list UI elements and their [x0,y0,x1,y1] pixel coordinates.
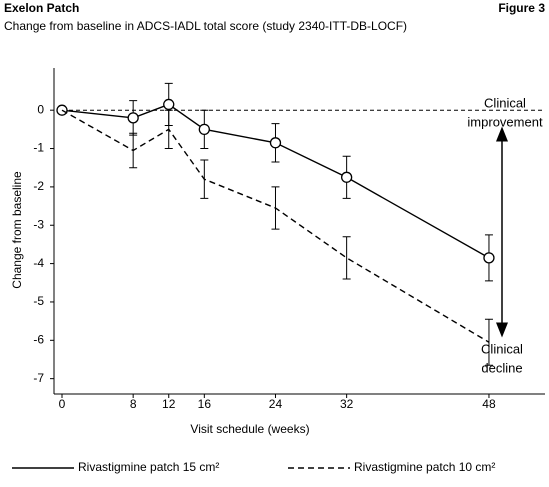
error-bar [271,186,280,230]
data-point [340,171,353,183]
legend-label: Rivastigmine patch 15 cm² [78,460,219,474]
data-point [198,123,210,136]
x-tick-label: 12 [162,397,176,411]
x-tick-label: 8 [130,397,137,411]
x-tick-label: 32 [340,397,354,411]
annotation: decline [481,360,522,375]
legend-label: Rivastigmine patch 10 cm² [354,460,495,474]
x-axis-label: Visit schedule (weeks) [190,422,309,436]
y-tick-label: -5 [33,294,44,308]
x-tick-label: 24 [269,397,283,411]
y-tick-label: -2 [33,179,44,193]
data-point [269,137,282,149]
error-bar [164,109,173,150]
error-bar [129,132,138,169]
error-bar [484,318,493,366]
error-bar [342,236,351,280]
x-tick-label: 0 [59,397,66,411]
y-tick-label: 0 [37,102,44,116]
data-point [127,112,139,124]
chart-subtitle: Change from baseline in ADCS-IADL total … [4,19,407,33]
y-tick-label: -4 [33,256,44,270]
y-tick-label: -6 [33,332,44,346]
data-point [483,252,495,264]
y-tick-label: -3 [33,217,44,231]
annotation: improvement [467,114,543,129]
chart-title: Exelon Patch [4,1,79,15]
annotation: Clinical [481,341,523,356]
figure-label: Figure 3 [498,1,545,15]
y-axis-label: Change from baseline [10,171,24,289]
x-tick-label: 48 [482,397,496,411]
error-bar [200,159,209,199]
y-tick-label: -1 [33,141,44,155]
data-point [163,98,175,111]
y-tick-label: -7 [33,371,44,385]
annotation: Clinical [484,95,526,110]
x-tick-label: 16 [198,397,212,411]
